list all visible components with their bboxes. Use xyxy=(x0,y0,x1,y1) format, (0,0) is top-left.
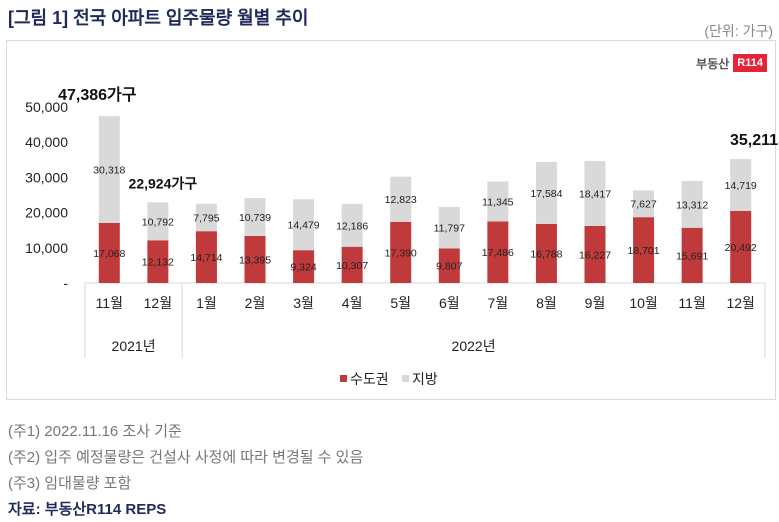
bar-region xyxy=(147,202,169,241)
bar-value-label: 7,627 xyxy=(630,199,656,211)
bar-capital xyxy=(195,231,217,283)
total-annotation: 47,386가구 xyxy=(58,86,137,104)
total-annotation: 35,211가구 xyxy=(730,131,779,149)
bar-capital xyxy=(633,217,655,283)
bar-value-label: 20,492 xyxy=(725,242,757,254)
bar-value-label: 12,823 xyxy=(385,194,417,206)
legend-label: 수도권 xyxy=(350,371,389,387)
bar-value-label: 16,227 xyxy=(579,249,611,261)
bar-region xyxy=(98,116,120,223)
bar-value-label: 13,395 xyxy=(239,254,271,266)
legend-label: 지방 xyxy=(412,371,438,387)
note-1: (주1) 2022.11.16 조사 기준 xyxy=(8,423,182,440)
x-tick-label: 4월 xyxy=(342,295,363,311)
year-group-label: 2021년 xyxy=(112,338,156,354)
bar-capital xyxy=(730,210,752,283)
bar-value-label: 9,807 xyxy=(436,261,462,273)
bar-region xyxy=(487,181,509,222)
bar-value-label: 18,417 xyxy=(579,188,611,200)
x-tick-label: 11월 xyxy=(678,295,705,311)
bar-capital xyxy=(487,221,509,283)
bar-value-label: 15,691 xyxy=(676,250,708,262)
y-tick-label: 10,000 xyxy=(25,240,68,256)
bar-value-label: 7,795 xyxy=(193,212,219,224)
bar-capital xyxy=(244,235,266,283)
chart-title: [그림 1] 전국 아파트 입주물량 월별 추이 xyxy=(8,8,309,28)
note-2: (주2) 입주 예정물량은 건설사 사정에 따라 변경될 수 있음 xyxy=(8,449,364,466)
bar-region xyxy=(341,203,363,247)
bar-region xyxy=(633,190,655,218)
bar-region xyxy=(293,199,315,251)
bar-value-label: 16,788 xyxy=(530,248,562,260)
chart-box: 부동산 R114 xyxy=(6,40,776,400)
bar-region xyxy=(195,203,217,232)
logo: 부동산 R114 xyxy=(696,54,767,72)
bar-value-label: 11,797 xyxy=(434,223,465,235)
y-tick-label: 20,000 xyxy=(25,205,68,221)
bar-capital xyxy=(584,225,606,283)
unit-label: (단위: 가구) xyxy=(704,23,773,39)
bar-region xyxy=(438,206,460,249)
logo-text: 부동산 xyxy=(696,56,730,71)
bar-value-label: 12,186 xyxy=(336,220,368,232)
bar-value-label: 18,701 xyxy=(628,245,660,257)
bar-value-label: 14,719 xyxy=(725,180,757,192)
bar-value-label: 13,312 xyxy=(676,199,708,211)
bar-region xyxy=(535,162,557,224)
bar-value-label: 14,479 xyxy=(288,220,320,232)
bar-region xyxy=(681,180,703,228)
source: 자료: 부동산R114 REPS xyxy=(8,501,167,518)
x-tick-label: 5월 xyxy=(390,295,411,311)
bar-capital xyxy=(390,221,412,283)
legend-swatch xyxy=(402,375,409,382)
bar-capital xyxy=(535,223,557,283)
bar-value-label: 10,307 xyxy=(336,260,368,272)
x-tick-label: 3월 xyxy=(293,295,314,311)
y-tick-label: 40,000 xyxy=(25,134,68,150)
bar-value-label: 17,390 xyxy=(385,247,417,259)
bar-capital xyxy=(293,250,315,283)
bar-value-label: 30,318 xyxy=(93,165,125,177)
x-tick-label: 6월 xyxy=(439,295,460,311)
bar-value-label: 12,132 xyxy=(142,257,174,269)
stacked-bar-chart: - 10,000 20,000 30,000 40,000 50,000 17,068 30,… xyxy=(25,86,779,387)
bar-value-label: 17,486 xyxy=(482,247,514,259)
bar-capital xyxy=(147,240,169,283)
bar-region xyxy=(584,161,606,226)
x-tick-label: 1월 xyxy=(196,295,217,311)
bar-capital xyxy=(438,248,460,283)
total-annotation: 22,924가구 xyxy=(129,175,198,191)
logo-badge: R114 xyxy=(733,54,767,72)
y-tick-label: 50,000 xyxy=(25,99,68,115)
bar-value-label: 14,714 xyxy=(190,252,222,264)
y-tick-label: - xyxy=(63,275,68,291)
bar-value-label: 17,068 xyxy=(93,248,125,260)
x-tick-label: 7월 xyxy=(488,295,509,311)
bar-region xyxy=(730,159,752,211)
x-tick-label: 2월 xyxy=(245,295,266,311)
bar-capital xyxy=(98,222,120,283)
bar-value-label: 17,584 xyxy=(530,188,562,200)
bar-capital xyxy=(341,246,363,283)
year-group-label: 2022년 xyxy=(452,338,496,354)
x-tick-label: 8월 xyxy=(536,295,557,311)
x-tick-label: 10월 xyxy=(629,295,657,311)
bar-capital xyxy=(681,227,703,283)
bar-value-label: 10,739 xyxy=(239,212,271,224)
x-tick-label: 11월 xyxy=(96,295,123,311)
bar-value-label: 11,345 xyxy=(482,196,513,208)
y-tick-label: 30,000 xyxy=(25,169,68,185)
legend-swatch xyxy=(340,375,347,382)
x-tick-label: 9월 xyxy=(585,295,606,311)
x-tick-label: 12월 xyxy=(726,295,754,311)
bar-value-label: 9,324 xyxy=(290,262,316,274)
bar-value-label: 10,792 xyxy=(142,216,174,228)
bar-region xyxy=(390,176,412,222)
x-tick-label: 12월 xyxy=(144,295,172,311)
note-3: (주3) 임대물량 포함 xyxy=(8,475,132,492)
bar-region xyxy=(244,198,266,236)
